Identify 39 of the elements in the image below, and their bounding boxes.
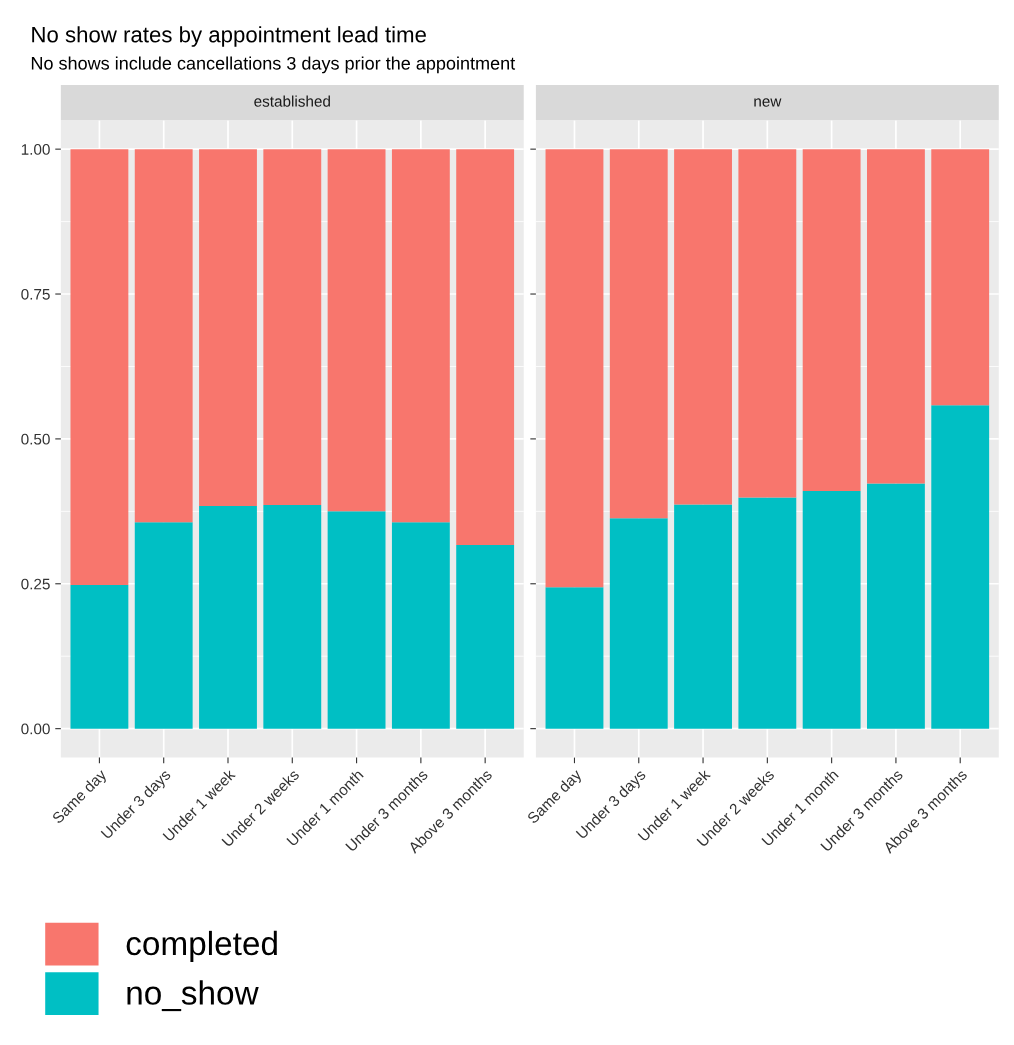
bar [674, 504, 732, 729]
bar [70, 584, 129, 729]
y-tick-label: 0.75 [21, 288, 50, 300]
bar [327, 511, 386, 729]
bar [199, 506, 257, 729]
bar [866, 149, 925, 484]
bar [199, 149, 257, 507]
bar [134, 149, 193, 523]
bar [866, 483, 925, 729]
y-tick-label: 0.50 [21, 433, 50, 445]
bar [327, 149, 386, 512]
text: new [754, 98, 782, 107]
bar [391, 522, 450, 729]
bar [609, 149, 668, 519]
text: established [254, 95, 330, 107]
bar [931, 149, 990, 406]
legend-label: no_show [127, 980, 259, 1012]
bar [802, 491, 861, 729]
chart-subtitle: No shows include cancellations 3 days prior the appointment [31, 56, 516, 74]
bar [931, 405, 990, 729]
bar [545, 149, 604, 588]
bar [609, 518, 668, 729]
bar [545, 587, 604, 729]
y-tick-label: 0.25 [21, 578, 50, 590]
bar [456, 544, 515, 729]
y-tick-label: 0.00 [21, 723, 50, 735]
bar [738, 497, 797, 729]
legend-label: completed [126, 930, 277, 962]
bar [738, 149, 797, 498]
bar [456, 149, 515, 545]
chart-title: No show rates by appointment lead time [32, 26, 426, 47]
bar [70, 149, 129, 585]
bar [263, 504, 322, 729]
bar [674, 149, 732, 505]
bar [391, 149, 450, 523]
bar [263, 149, 322, 505]
bar [134, 522, 193, 729]
y-tick-label: 1.00 [21, 144, 50, 155]
bar [802, 149, 861, 492]
